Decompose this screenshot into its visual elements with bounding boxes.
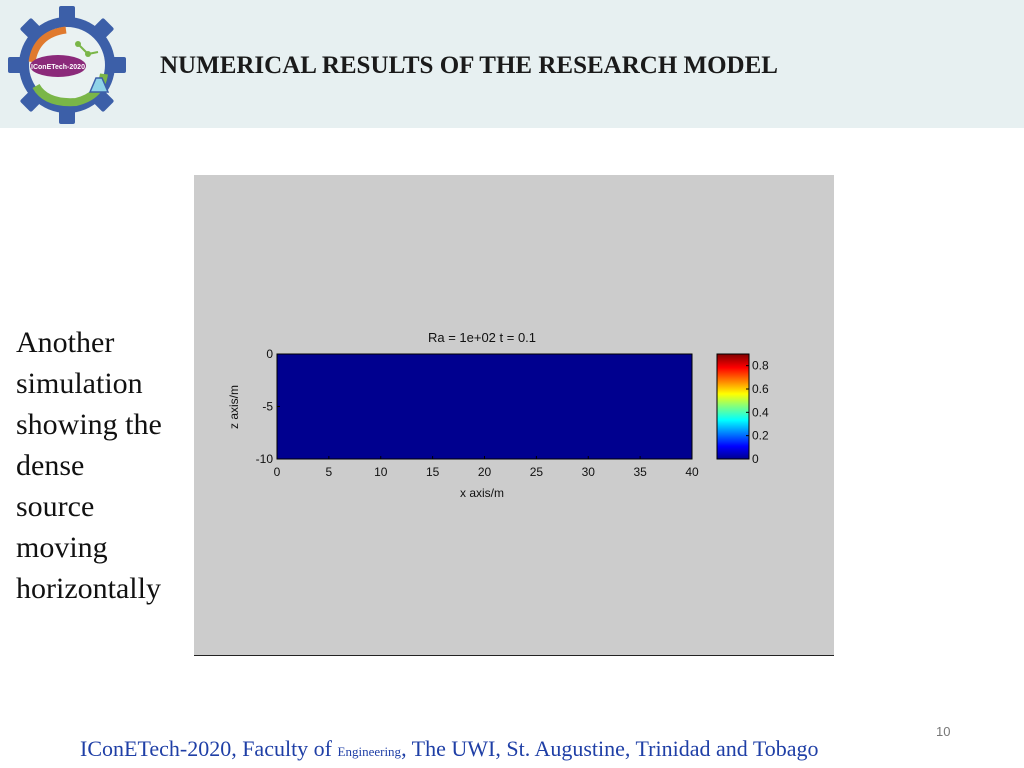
footer-part1: IConETech-2020, Faculty of — [80, 736, 338, 761]
body-text: Another simulation showing the dense sou… — [16, 322, 194, 609]
heatmap-chart: Ra = 1e+02 t = 0.1 0 5 10 15 20 25 30 35 40 0 -5 -… — [227, 330, 769, 500]
gear-icon — [8, 6, 126, 124]
chart-title: Ra = 1e+02 t = 0.1 — [428, 330, 536, 345]
colorbar-tick-label: 0 — [752, 452, 759, 466]
body-text-line: dense — [16, 449, 85, 482]
x-axis-label: x axis/m — [460, 486, 504, 500]
y-tick-label: 0 — [266, 347, 273, 361]
x-tick-label: 25 — [530, 465, 544, 479]
concentration-field — [276, 353, 693, 460]
colorbar-tick-label: 0.4 — [752, 405, 769, 419]
x-tick-label: 30 — [582, 465, 596, 479]
colorbar-tick-label: 0.6 — [752, 382, 769, 396]
colorbar-ticks: 0.8 0.6 0.4 0.2 0 — [746, 359, 769, 466]
conference-logo: IConETech-2020 — [8, 6, 126, 124]
x-tick-label: 20 — [478, 465, 492, 479]
x-axis: 0 5 10 15 20 25 30 35 40 — [274, 456, 699, 479]
footer-part2: Engineering — [337, 744, 402, 759]
y-tick-label: -5 — [262, 400, 273, 414]
colorbar-tick-label: 0.8 — [752, 359, 769, 373]
body-text-line: horizontally — [16, 572, 161, 605]
y-axis-label: z axis/m — [227, 385, 241, 429]
x-tick-label: 0 — [274, 465, 281, 479]
body-text-line: simulation — [16, 367, 143, 400]
page-title: NUMERICAL RESULTS OF THE RESEARCH MODEL — [160, 52, 778, 79]
x-tick-label: 15 — [426, 465, 440, 479]
logo-badge: IConETech-2020 — [30, 55, 86, 77]
x-tick-label: 10 — [374, 465, 388, 479]
body-text-line: source — [16, 490, 95, 523]
body-text-line: showing the — [16, 408, 162, 441]
x-tick-label: 35 — [633, 465, 647, 479]
simulation-figure: Ra = 1e+02 t = 0.1 0 5 10 15 20 25 30 35 40 0 -5 -… — [194, 175, 834, 656]
x-tick-label: 5 — [326, 465, 333, 479]
logo-text: IConETech-2020 — [31, 64, 85, 71]
y-tick-label: -10 — [256, 452, 274, 466]
header-band: IConETech-2020 NUMERICAL RESULTS OF THE … — [0, 0, 1024, 128]
footer: IConETech-2020, Faculty of Engineering, … — [80, 736, 819, 762]
y-axis: 0 -5 -10 — [256, 347, 280, 466]
colorbar — [716, 353, 750, 460]
page-number: 10 — [936, 724, 951, 739]
footer-part3: , The UWI, St. Augustine, Trinidad and T… — [401, 736, 819, 761]
body-text-line: Another — [16, 326, 115, 359]
x-tick-label: 40 — [685, 465, 699, 479]
colorbar-tick-label: 0.2 — [752, 429, 769, 443]
body-text-line: moving — [16, 531, 108, 564]
